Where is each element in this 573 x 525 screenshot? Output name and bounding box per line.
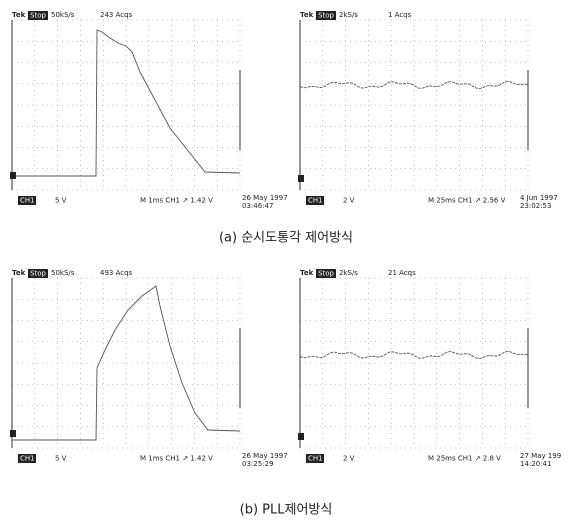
sample-rate: 2kS/s (339, 269, 358, 277)
waveform (300, 81, 528, 88)
date: 4 Jun 1997 (520, 194, 558, 202)
date: 27 May 199 (520, 452, 561, 460)
scope-brand: Tek (300, 269, 314, 277)
ground-marker (298, 175, 304, 182)
ground-marker (10, 430, 16, 437)
scope-brand: Tek (300, 11, 314, 19)
time: 03:46:47 (242, 202, 273, 210)
scope-panel: Tek Stop 50kS/s 493 Acqs CH1 5 V M 1ms CH1 ↗ 1… (10, 269, 288, 468)
scope-status: Stop (318, 270, 334, 278)
caption: (a) 순시도통각 제어방식 (219, 231, 353, 246)
timebase: M 1ms CH1 ↗ 1.42 V (140, 455, 213, 463)
vertical-scale: 5 V (55, 197, 67, 205)
figure: (a) 순시도통각 제어방식 (b) PLL제어방식 Tek Stop 50kS/s… (0, 0, 573, 525)
time: 23:02:53 (520, 202, 551, 210)
time: 14:20:41 (520, 460, 551, 468)
scope-status: Stop (30, 270, 46, 278)
timebase: M 1ms CH1 ↗ 1.42 V (140, 197, 213, 205)
scope-status: Stop (318, 12, 334, 20)
time: 03:25:29 (242, 460, 273, 468)
timebase: M 25ms CH1 ↗ 2.56 V (428, 197, 506, 205)
timebase: M 25ms CH1 ↗ 2.8 V (428, 455, 501, 463)
channel: CH1 (308, 197, 323, 205)
acquisitions: 493 Acqs (100, 269, 133, 277)
ground-marker (10, 172, 16, 179)
scope-panel: Tek Stop 2kS/s 21 Acqs CH1 2 V M 25ms CH1 ↗ 2.… (298, 269, 561, 468)
sample-rate: 50kS/s (51, 269, 75, 277)
scope-panel: Tek Stop 2kS/s 1 Acqs CH1 2 V M 25ms CH1 ↗ 2.5… (298, 11, 558, 210)
ground-marker (298, 433, 304, 440)
channel: CH1 (20, 455, 35, 463)
scope-panel: Tek Stop 50kS/s 243 Acqs CH1 5 V M 1ms CH1 ↗ 1… (10, 11, 288, 210)
sample-rate: 2kS/s (339, 11, 358, 19)
channel: CH1 (20, 197, 35, 205)
acquisitions: 21 Acqs (388, 269, 416, 277)
sample-rate: 50kS/s (51, 11, 75, 19)
vertical-scale: 5 V (55, 455, 67, 463)
scope-status: Stop (30, 12, 46, 20)
scope-brand: Tek (12, 269, 26, 277)
vertical-scale: 2 V (343, 455, 355, 463)
date: 26 May 1997 (242, 194, 288, 202)
caption: (b) PLL제어방식 (240, 503, 333, 518)
channel: CH1 (308, 455, 323, 463)
scope-brand: Tek (12, 11, 26, 19)
waveform (12, 30, 240, 176)
vertical-scale: 2 V (343, 197, 355, 205)
acquisitions: 243 Acqs (100, 11, 133, 19)
acquisitions: 1 Acqs (388, 11, 412, 19)
waveform (300, 351, 528, 358)
date: 26 May 1997 (242, 452, 288, 460)
